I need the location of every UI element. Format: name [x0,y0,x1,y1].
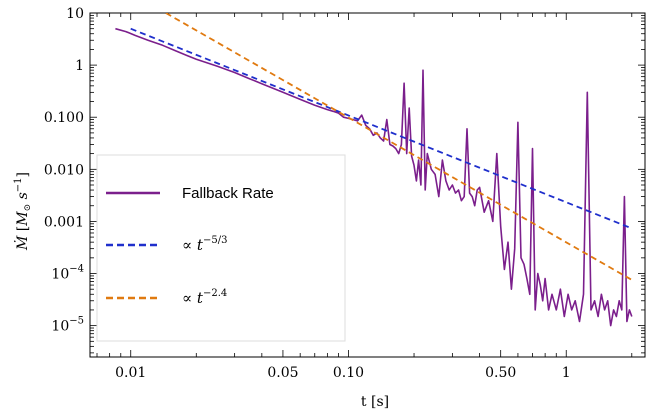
y-tick-label-base: 10 [51,319,69,335]
x-tick-label: 0.05 [267,365,298,381]
x-axis-label: t [s] [361,394,389,410]
y-tick-label-exp: −4 [69,264,84,275]
y-tick-label: 0.010 [44,162,84,178]
y-axis-mdot: Ṁ [13,235,31,251]
y-tick-label: 10−5 [51,316,84,335]
legend-label-24-exp: −2.4 [203,288,227,299]
y-tick-label-base: 10 [51,267,69,283]
x-tick-label: 0.10 [333,365,364,381]
legend-label-53-exp: −5/3 [203,235,227,246]
legend: Fallback Rate ∝ t−5/3 ∝ t−2.4 [96,154,346,342]
y-axis-bracket-open: [ [15,226,31,236]
x-tick-label: 1 [562,365,571,381]
y-tick-label: 1 [75,58,84,74]
y-axis-msun: M [15,211,31,227]
series-layer [115,13,633,327]
x-tick-label: 0.01 [115,365,146,381]
y-tick-label: 0.100 [44,110,84,126]
tick-labels: 0.01 0.05 0.10 0.50 11010.1000.0100.00110−41… [44,6,571,381]
legend-label-24: ∝ t−2.4 [182,288,227,307]
series-group [115,13,633,327]
legend-label-fallback: Fallback Rate [182,185,274,202]
legend-label-24-base: ∝ t [182,289,204,307]
x-tick-label: 0.50 [485,365,516,381]
y-tick-label-exp: −5 [69,316,84,327]
axis-ticks [90,12,645,357]
series-fallback-rate [115,27,633,327]
legend-label-53-base: ∝ t [182,236,204,254]
y-axis-bracket-close: ] [15,172,31,177]
y-axis-sun: ⊙ [23,204,33,212]
y-axis-exp: −1 [13,177,24,192]
y-tick-label: 10−4 [51,264,84,283]
y-axis-s: s [15,192,31,204]
legend-box [96,154,346,342]
y-tick-label: 0.001 [44,214,84,230]
y-axis-label: Ṁ [M⊙ s−1] [13,172,33,251]
legend-label-53: ∝ t−5/3 [182,235,227,254]
y-tick-label: 10 [66,6,84,22]
